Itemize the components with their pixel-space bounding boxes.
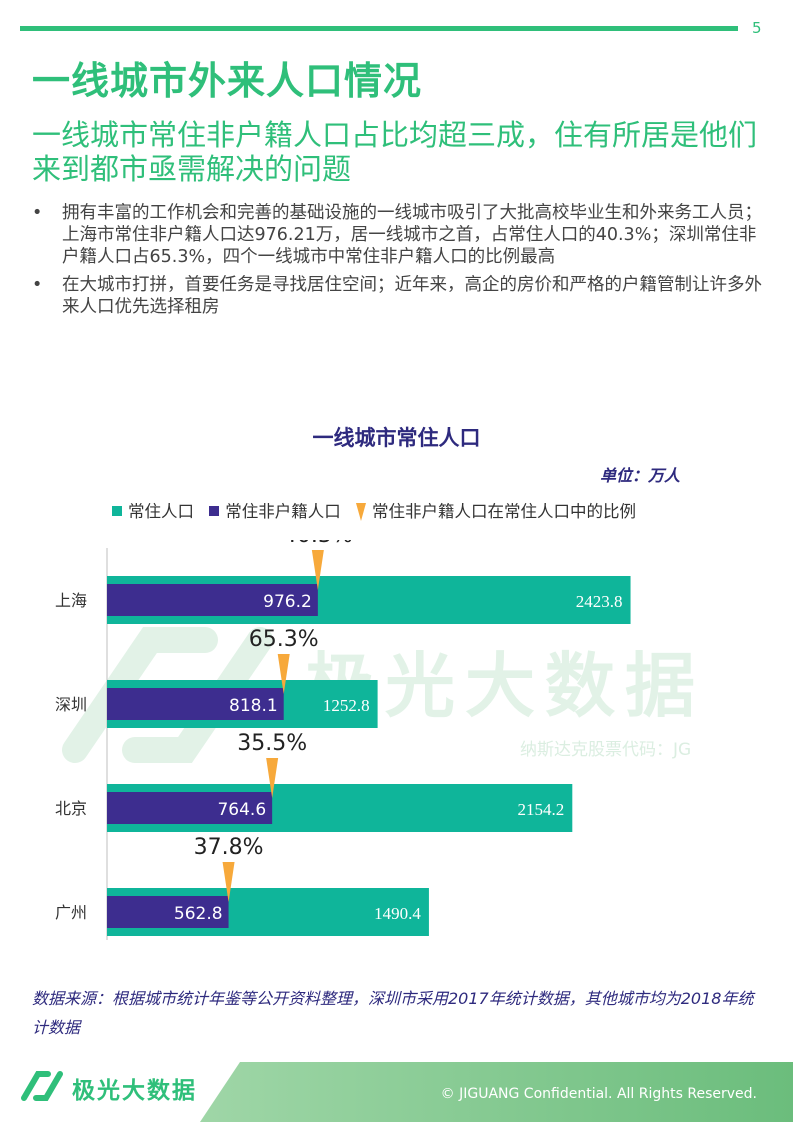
ratio-label: 40.3% (283, 540, 353, 548)
legend-item-resident: 常住人口 (112, 502, 194, 521)
data-label-resident: 1490.4 (374, 904, 421, 923)
top-rule (20, 26, 738, 31)
chart-legend: 常住人口 常住非户籍人口 常住非户籍人口在常住人口中的比例 (112, 498, 646, 522)
legend-label: 常住非户籍人口在常住人口中的比例 (372, 502, 636, 521)
ratio-marker (222, 862, 235, 902)
footer-logo-icon (21, 1071, 63, 1101)
data-label-resident: 2423.8 (576, 592, 623, 611)
category-label: 北京 (55, 799, 87, 818)
bullet-list: • 拥有丰富的工作机会和完善的基础设施的一线城市吸引了大批高校毕业生和外来务工人员… (32, 202, 767, 324)
bullet-dot: • (32, 203, 43, 223)
data-label-nonlocal: 818.1 (229, 696, 278, 716)
ratio-label: 35.5% (237, 731, 307, 756)
footer-bar (200, 1062, 793, 1122)
bullet-dot: • (32, 275, 43, 295)
watermark-logo-icon (62, 627, 273, 763)
category-label: 深圳 (55, 695, 87, 714)
legend-item-ratio: 常住非户籍人口在常住人口中的比例 (356, 502, 636, 521)
legend-label: 常住非户籍人口 (225, 502, 341, 521)
bullet-item: • 在大城市打拼，首要任务是寻找居住空间；近年来，高企的房价和严格的户籍管制让许多… (32, 274, 767, 318)
watermark-subtext: 纳斯达克股票代码：JG (520, 740, 692, 760)
data-source-note: 数据来源：根据城市统计年鉴等公开资料整理，深圳市采用2017年统计数据，其他城市… (32, 989, 754, 1037)
data-label-nonlocal: 562.8 (174, 904, 223, 924)
category-label: 上海 (55, 591, 87, 610)
legend-item-nonlocal: 常住非户籍人口 (209, 502, 341, 521)
legend-label: 常住人口 (128, 502, 194, 521)
data-label-nonlocal: 764.6 (217, 800, 266, 820)
legend-swatch (209, 506, 220, 516)
bullet-text: 在大城市打拼，首要任务是寻找居住空间；近年来，高企的房价和严格的户籍管制让许多外… (62, 275, 762, 317)
bar-chart: 上海 2423.8 976.2 40.3% 深圳 1252.8 818.1 65.3% 北京 21… (55, 540, 631, 940)
bullet-item: • 拥有丰富的工作机会和完善的基础设施的一线城市吸引了大批高校毕业生和外来务工人员… (32, 202, 767, 268)
ratio-label: 65.3% (249, 627, 319, 652)
chart-title: 一线城市常住人口 (312, 426, 481, 450)
bar-nonlocal (107, 896, 229, 928)
ratio-marker (277, 654, 290, 694)
ratio-label: 37.8% (194, 835, 264, 860)
footer-copyright: © JIGUANG Confidential. All Rights Reser… (440, 1086, 757, 1102)
bullet-text: 拥有丰富的工作机会和完善的基础设施的一线城市吸引了大批高校毕业生和外来务工人员；… (62, 203, 762, 267)
data-label-nonlocal: 976.2 (263, 592, 312, 612)
bar-nonlocal (107, 584, 318, 616)
page-title: 一线城市外来人口情况 (32, 59, 423, 103)
legend-swatch (112, 506, 122, 516)
category-label: 广州 (55, 903, 87, 922)
bar-nonlocal (107, 688, 284, 720)
chart-unit: 单位：万人 (600, 466, 681, 485)
bar-nonlocal (107, 792, 273, 824)
footer-brand: 极光大数据 (72, 1078, 197, 1104)
legend-marker-icon (356, 503, 366, 521)
page-number: 5 (752, 19, 762, 37)
data-label-resident: 1252.8 (323, 696, 370, 715)
page-subtitle: 一线城市常住非户籍人口占比均超三成，住有所居是他们来到都市亟需解决的问题 (32, 118, 758, 186)
ratio-marker (266, 758, 279, 798)
ratio-marker (311, 550, 324, 590)
data-label-resident: 2154.2 (518, 800, 565, 819)
